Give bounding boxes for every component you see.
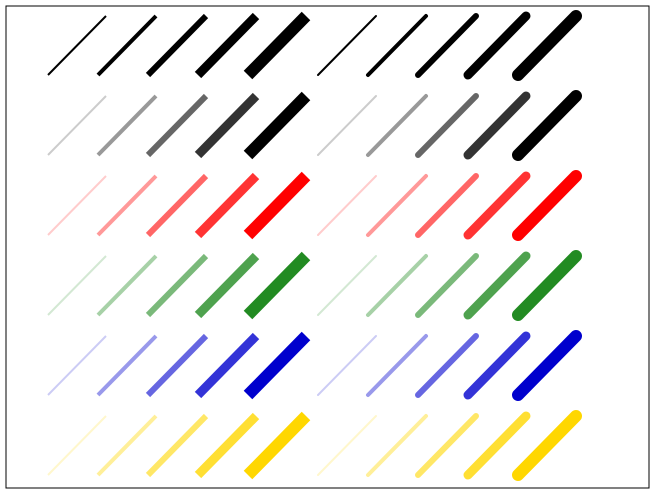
diagonal-line-r4-round-3: [415, 253, 479, 318]
diagonal-line-r4-round-4: [463, 251, 531, 320]
diagonal-line-r5-round-2: [366, 334, 428, 397]
diagonal-line-r4-round-5: [512, 250, 582, 321]
diagonal-line-r2-round-5: [512, 90, 582, 161]
diagonal-line-r6-butt-4: [194, 412, 260, 479]
diagonal-line-r4-butt-4: [194, 252, 260, 319]
diagonal-line-r1-round-4: [463, 11, 531, 80]
diagonal-line-r3-round-2: [366, 174, 428, 237]
diagonal-line-r3-butt-2: [96, 174, 158, 237]
diagonal-line-r5-butt-1: [47, 335, 107, 396]
diagonal-line-r2-butt-4: [194, 92, 260, 159]
diagonal-line-r1-butt-3: [145, 13, 209, 78]
diagonal-line-r4-butt-2: [96, 254, 158, 317]
diagonal-line-r6-round-4: [463, 411, 531, 480]
diagonal-line-r6-butt-2: [96, 414, 158, 477]
diagonal-line-r4-round-1: [317, 255, 377, 316]
diagonal-line-r6-round-3: [415, 413, 479, 478]
diagonal-line-r1-round-5: [512, 10, 582, 81]
diagonal-line-r2-butt-1: [47, 95, 107, 156]
diagonal-line-r6-round-2: [366, 414, 428, 477]
diagonal-line-r3-butt-4: [194, 172, 260, 239]
figure-frame: [5, 5, 650, 489]
diagonal-line-r5-round-4: [463, 331, 531, 400]
diagonal-line-r1-round-2: [366, 14, 428, 77]
diagonal-line-r5-butt-4: [194, 332, 260, 399]
diagonal-line-r4-butt-3: [145, 253, 209, 318]
diagonal-line-r2-butt-3: [145, 93, 209, 158]
diagonal-line-r1-butt-5: [243, 11, 311, 80]
diagonal-line-r5-round-3: [415, 333, 479, 398]
diagonal-line-r5-round-1: [317, 335, 377, 396]
diagonal-line-r4-round-2: [366, 254, 428, 317]
diagonal-line-r1-butt-1: [47, 15, 107, 76]
diagonal-line-r6-butt-5: [243, 411, 311, 480]
line-grid: [47, 10, 582, 481]
diagonal-line-r3-butt-3: [145, 173, 209, 238]
diagonal-line-r2-round-2: [366, 94, 428, 157]
diagonal-line-r2-round-1: [317, 95, 377, 156]
diagonal-line-r2-round-3: [415, 93, 479, 158]
diagonal-line-r4-butt-5: [243, 251, 311, 320]
diagonal-line-r6-butt-3: [145, 413, 209, 478]
diagonal-line-r6-butt-1: [47, 415, 107, 476]
diagonal-line-r6-round-1: [317, 415, 377, 476]
diagonal-line-r1-round-3: [415, 13, 479, 78]
diagonal-line-r5-butt-3: [145, 333, 209, 398]
diagonal-line-r5-butt-5: [243, 331, 311, 400]
diagonal-line-r5-round-5: [512, 330, 582, 401]
diagonal-line-r5-butt-2: [96, 334, 158, 397]
diagonal-line-r3-round-3: [415, 173, 479, 238]
diagonal-line-r2-round-4: [463, 91, 531, 160]
diagonal-line-r3-butt-1: [47, 175, 107, 236]
diagonal-line-r2-butt-2: [96, 94, 158, 157]
diagonal-line-r2-butt-5: [243, 91, 311, 160]
diagonal-line-r3-round-1: [317, 175, 377, 236]
diagonal-line-r6-round-5: [512, 410, 582, 481]
diagonal-line-r1-butt-4: [194, 12, 260, 79]
diagonal-line-r3-butt-5: [243, 171, 311, 240]
diagonal-line-r3-round-5: [512, 170, 582, 241]
diagonal-line-r4-butt-1: [47, 255, 107, 316]
diagonal-line-r1-round-1: [317, 15, 377, 76]
diagonal-line-r3-round-4: [463, 171, 531, 240]
diagonal-line-r1-butt-2: [96, 14, 158, 77]
